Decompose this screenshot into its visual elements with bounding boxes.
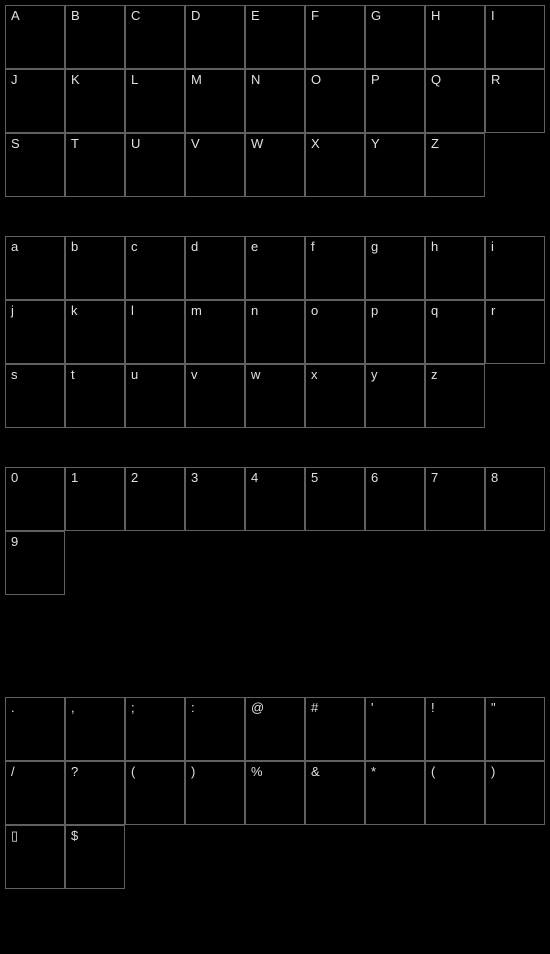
- glyph-cell[interactable]: .: [5, 697, 65, 761]
- glyph-cell[interactable]: ;: [125, 697, 185, 761]
- glyph-cell[interactable]: x: [305, 364, 365, 428]
- glyph-cell[interactable]: 4: [245, 467, 305, 531]
- glyph-cell[interactable]: r: [485, 300, 545, 364]
- glyph-cell[interactable]: @: [245, 697, 305, 761]
- glyph-cell[interactable]: l: [125, 300, 185, 364]
- glyph-cell[interactable]: O: [305, 69, 365, 133]
- glyph-cell[interactable]: *: [365, 761, 425, 825]
- glyph-cell[interactable]: !: [425, 697, 485, 761]
- glyph-cell[interactable]: ?: [65, 761, 125, 825]
- glyph-cell[interactable]: 6: [365, 467, 425, 531]
- glyph-cell[interactable]: S: [5, 133, 65, 197]
- glyph-cell[interactable]: y: [365, 364, 425, 428]
- glyph-cell[interactable]: ): [185, 761, 245, 825]
- glyph-cell[interactable]: b: [65, 236, 125, 300]
- glyph-cell[interactable]: ): [485, 761, 545, 825]
- glyph-cell[interactable]: T: [65, 133, 125, 197]
- glyph-cell[interactable]: N: [245, 69, 305, 133]
- glyph-cell[interactable]: Y: [365, 133, 425, 197]
- glyph-cell[interactable]: K: [65, 69, 125, 133]
- glyph-cell[interactable]: ': [365, 697, 425, 761]
- glyph-cell[interactable]: d: [185, 236, 245, 300]
- glyph-cell[interactable]: q: [425, 300, 485, 364]
- glyph-cell[interactable]: 8: [485, 467, 545, 531]
- glyph-cell[interactable]: #: [305, 697, 365, 761]
- glyph-cell[interactable]: A: [5, 5, 65, 69]
- glyph-cell[interactable]: w: [245, 364, 305, 428]
- glyph-cell[interactable]: W: [245, 133, 305, 197]
- glyph-cell[interactable]: n: [245, 300, 305, 364]
- glyph-cell[interactable]: &: [305, 761, 365, 825]
- glyph-cell[interactable]: 0: [5, 467, 65, 531]
- glyph-cell[interactable]: ,: [65, 697, 125, 761]
- glyph-cell[interactable]: 9: [5, 531, 65, 595]
- glyph-cell[interactable]: F: [305, 5, 365, 69]
- glyph-cell[interactable]: e: [245, 236, 305, 300]
- glyph-cell[interactable]: %: [245, 761, 305, 825]
- glyph-cell[interactable]: $: [65, 825, 125, 889]
- glyph-cell[interactable]: ": [485, 697, 545, 761]
- grid-symbols: .,;:@#'!"/?()%&*()▯$: [5, 697, 545, 889]
- glyph-cell[interactable]: g: [365, 236, 425, 300]
- glyph-cell[interactable]: i: [485, 236, 545, 300]
- glyph-cell[interactable]: f: [305, 236, 365, 300]
- glyph-cell[interactable]: h: [425, 236, 485, 300]
- glyph-cell[interactable]: B: [65, 5, 125, 69]
- glyph-cell[interactable]: X: [305, 133, 365, 197]
- glyph-cell[interactable]: J: [5, 69, 65, 133]
- glyph-cell[interactable]: v: [185, 364, 245, 428]
- glyph-cell[interactable]: I: [485, 5, 545, 69]
- glyph-cell[interactable]: Q: [425, 69, 485, 133]
- section-lowercase: abcdefghi jklmnopqr stuvwxyz: [5, 236, 545, 428]
- glyph-cell[interactable]: U: [125, 133, 185, 197]
- section-symbols: .,;:@#'!"/?()%&*()▯$: [5, 697, 545, 889]
- glyph-cell[interactable]: t: [65, 364, 125, 428]
- charmap-root: ABCDEFGHI JKLMNOPQR STUVWXYZabcdefghi jklmn…: [0, 0, 550, 954]
- glyph-cell[interactable]: p: [365, 300, 425, 364]
- glyph-cell[interactable]: z: [425, 364, 485, 428]
- grid-uppercase: ABCDEFGHI JKLMNOPQR STUVWXYZ: [5, 5, 545, 197]
- glyph-cell[interactable]: s: [5, 364, 65, 428]
- glyph-cell[interactable]: C: [125, 5, 185, 69]
- section-digits: 012345678 9: [5, 467, 545, 595]
- glyph-cell[interactable]: o: [305, 300, 365, 364]
- glyph-cell[interactable]: R: [485, 69, 545, 133]
- glyph-cell[interactable]: P: [365, 69, 425, 133]
- grid-lowercase: abcdefghi jklmnopqr stuvwxyz: [5, 236, 545, 428]
- glyph-cell[interactable]: 1: [65, 467, 125, 531]
- glyph-cell[interactable]: /: [5, 761, 65, 825]
- glyph-cell[interactable]: m: [185, 300, 245, 364]
- glyph-cell[interactable]: V: [185, 133, 245, 197]
- glyph-cell[interactable]: :: [185, 697, 245, 761]
- glyph-cell[interactable]: j: [5, 300, 65, 364]
- glyph-cell[interactable]: 5: [305, 467, 365, 531]
- glyph-cell[interactable]: 3: [185, 467, 245, 531]
- glyph-cell[interactable]: k: [65, 300, 125, 364]
- glyph-cell[interactable]: G: [365, 5, 425, 69]
- section-uppercase: ABCDEFGHI JKLMNOPQR STUVWXYZ: [5, 5, 545, 197]
- glyph-cell[interactable]: E: [245, 5, 305, 69]
- glyph-cell[interactable]: H: [425, 5, 485, 69]
- glyph-cell[interactable]: (: [425, 761, 485, 825]
- grid-digits: 012345678 9: [5, 467, 545, 595]
- glyph-cell[interactable]: 7: [425, 467, 485, 531]
- glyph-cell[interactable]: (: [125, 761, 185, 825]
- glyph-cell[interactable]: c: [125, 236, 185, 300]
- glyph-cell[interactable]: Z: [425, 133, 485, 197]
- glyph-cell[interactable]: ▯: [5, 825, 65, 889]
- glyph-cell[interactable]: M: [185, 69, 245, 133]
- glyph-cell[interactable]: 2: [125, 467, 185, 531]
- glyph-cell[interactable]: a: [5, 236, 65, 300]
- glyph-cell[interactable]: u: [125, 364, 185, 428]
- glyph-cell[interactable]: L: [125, 69, 185, 133]
- glyph-cell[interactable]: D: [185, 5, 245, 69]
